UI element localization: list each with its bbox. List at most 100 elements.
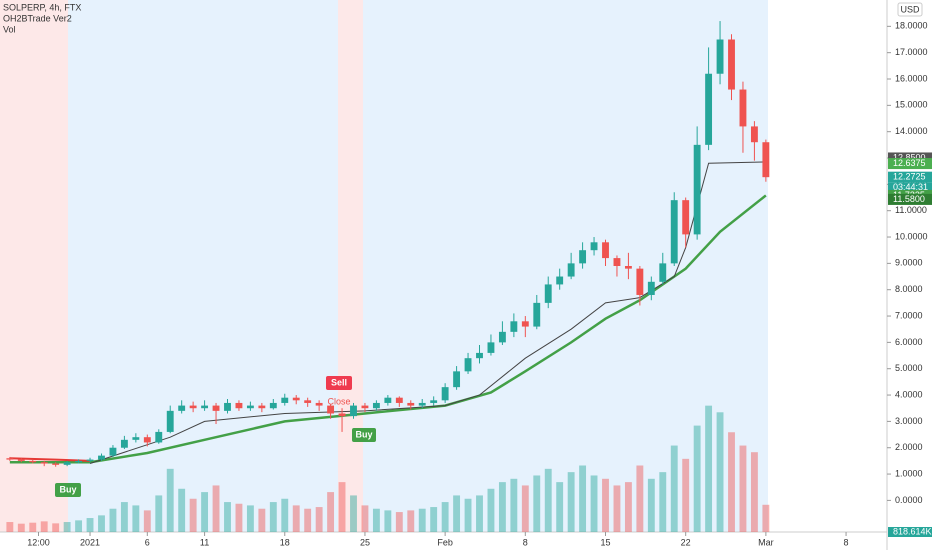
candle-body (567, 263, 575, 277)
candle-body (29, 460, 37, 463)
chart-title: SOLPERP, 4h, FTX (3, 2, 81, 12)
volume-bar (476, 495, 483, 532)
volume-bar (682, 458, 690, 532)
x-tick-label: 8 (523, 537, 528, 547)
volume-bar (155, 495, 163, 532)
volume-bar (728, 432, 735, 532)
x-tick-label: 11 (200, 537, 209, 547)
volume-bar (521, 485, 529, 532)
volume-bar (556, 482, 564, 532)
volume-bar (579, 465, 587, 532)
price-label: 11.5800 (893, 194, 925, 204)
candle-body (201, 405, 209, 409)
y-tick-label: 3.0000 (895, 416, 923, 426)
candle-body (544, 284, 552, 303)
candle-body (281, 397, 289, 403)
volume-bar (338, 482, 346, 532)
volume-bar (750, 452, 758, 532)
volume-bar (315, 507, 323, 532)
x-tick-label: Feb (437, 537, 453, 547)
signal-box (55, 483, 81, 497)
candle-body (269, 402, 277, 409)
volume-bar (441, 502, 449, 532)
candle-body (372, 402, 380, 409)
candle-body (407, 402, 415, 406)
candle-body (338, 413, 346, 417)
candle-body (132, 437, 140, 440)
volume-bar (63, 522, 71, 532)
candle-body (235, 402, 243, 409)
candle-body (418, 402, 426, 406)
volume-bar (258, 508, 266, 532)
candle-body (212, 405, 220, 411)
price-label: 12.2725 (893, 172, 926, 182)
candle-body (647, 281, 655, 295)
y-tick-label: 2.0000 (895, 442, 923, 452)
volume-bar (29, 522, 37, 532)
volume-bar (418, 508, 426, 532)
candle-body (6, 458, 14, 460)
volume-bar (670, 445, 678, 532)
candle-body (395, 397, 403, 403)
x-tick-label: 15 (600, 537, 610, 547)
candle-body (155, 431, 163, 443)
y-tick-label: 5.0000 (895, 363, 923, 373)
volume-bar (716, 412, 724, 532)
candle-body (739, 89, 747, 127)
candle-body (86, 459, 94, 461)
volume-label-box (888, 527, 932, 537)
volume-bar (693, 425, 701, 532)
volume-bar (372, 508, 380, 532)
volume-bar (510, 478, 518, 532)
volume-bar (361, 505, 369, 532)
volume-bar (304, 508, 312, 532)
y-tick-label: 17.0000 (895, 47, 928, 57)
volume-bar (120, 502, 128, 532)
volume-bar (453, 495, 461, 532)
signal-label: Buy (59, 484, 76, 494)
volume-bar (498, 482, 506, 532)
indicator-name: OH2BTrade Ver2 (3, 13, 72, 23)
x-tick-label: 6 (145, 537, 150, 547)
candle-body (613, 258, 621, 266)
price-label: 12.8500 (893, 152, 926, 162)
y-tick-label: 1.0000 (895, 468, 923, 478)
candle-body (17, 459, 25, 461)
candle-body (579, 250, 587, 264)
candle-body (728, 39, 735, 90)
candle-body (487, 342, 495, 353)
x-tick-label: 22 (681, 537, 691, 547)
candle-body (224, 402, 231, 411)
x-tick-label: 8 (844, 537, 849, 547)
candle-body (166, 410, 174, 432)
candle-body (476, 352, 483, 359)
y-tick-label: 4.0000 (895, 389, 923, 399)
volume-bar (407, 510, 415, 532)
y-tick-label: 7.0000 (895, 310, 923, 320)
volume-bar (430, 507, 438, 532)
volume-bar (384, 510, 392, 532)
sell-zone (338, 0, 363, 532)
candle-body (52, 463, 60, 465)
y-tick-label: 18.0000 (895, 21, 928, 31)
y-tick-label: 14.0000 (895, 126, 928, 136)
volume-bar (109, 508, 117, 532)
volume-bar (212, 485, 220, 532)
candle-body (533, 302, 541, 327)
volume-bar (178, 488, 186, 532)
candle-body (624, 266, 632, 269)
volume-bar (17, 523, 25, 532)
candle-body (705, 73, 713, 145)
candle-body (258, 405, 266, 409)
volume-bar (98, 515, 105, 532)
candle-body (361, 405, 369, 409)
indicator-line (89, 161, 766, 465)
candle-body (636, 268, 644, 295)
candle-body (464, 358, 472, 372)
y-tick-label: 9.0000 (895, 258, 923, 268)
candle-body (441, 387, 449, 401)
volume-bar (544, 468, 552, 532)
signal-label: Close (327, 396, 350, 406)
volume-bar (395, 512, 403, 532)
